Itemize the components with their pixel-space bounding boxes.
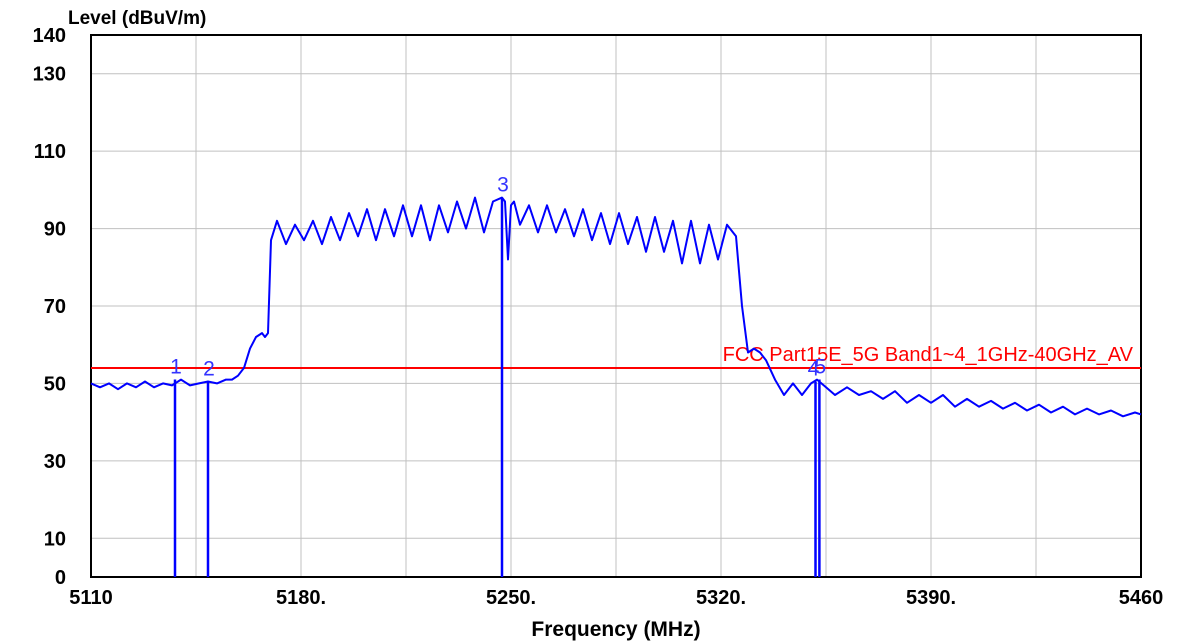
marker-label-3: 3 <box>497 174 509 197</box>
y-tick-label: 70 <box>44 296 66 318</box>
y-tick-label: 50 <box>44 373 66 395</box>
x-tick-label: 5320. <box>696 587 746 609</box>
x-tick-label: 5390. <box>906 587 956 609</box>
x-tick-label: 5180. <box>276 587 326 609</box>
x-tick-label: 5110 <box>69 587 112 609</box>
y-tick-label: 110 <box>34 141 66 163</box>
grid-lines <box>91 35 1141 577</box>
y-tick-label: 0 <box>55 567 66 589</box>
markers: 1 2 3 45 <box>170 174 826 577</box>
y-tick-label: 30 <box>44 451 66 473</box>
y-axis-label: Level (dBuV/m) <box>68 8 206 29</box>
y-tick-label: 140 <box>33 25 66 47</box>
marker-label-5: 5 <box>815 356 827 379</box>
y-tick-label: 130 <box>33 64 66 86</box>
y-tick-label: 90 <box>44 219 66 241</box>
series-line <box>90 196 1142 418</box>
limit-line-label: FCC Part15E_5G Band1~4_1GHz-40GHz_AV <box>723 344 1134 366</box>
x-tick-label: 5250. <box>486 587 536 609</box>
axis-ticks: 0 10 30 50 70 90 110 130 140 5110 5180. 5250. 5320. 5… <box>33 25 1164 609</box>
x-tick-label: 5460 <box>1119 587 1164 609</box>
limit-line-group: FCC Part15E_5G Band1~4_1GHz-40GHz_AV <box>91 344 1141 369</box>
plot-frame <box>90 34 1142 578</box>
marker-label-2: 2 <box>203 357 215 380</box>
x-axis-label: Frequency (MHz) <box>531 618 700 641</box>
marker-label-1: 1 <box>170 356 182 379</box>
marker-label-4: 4 <box>808 357 820 380</box>
y-tick-label: 10 <box>44 528 66 550</box>
